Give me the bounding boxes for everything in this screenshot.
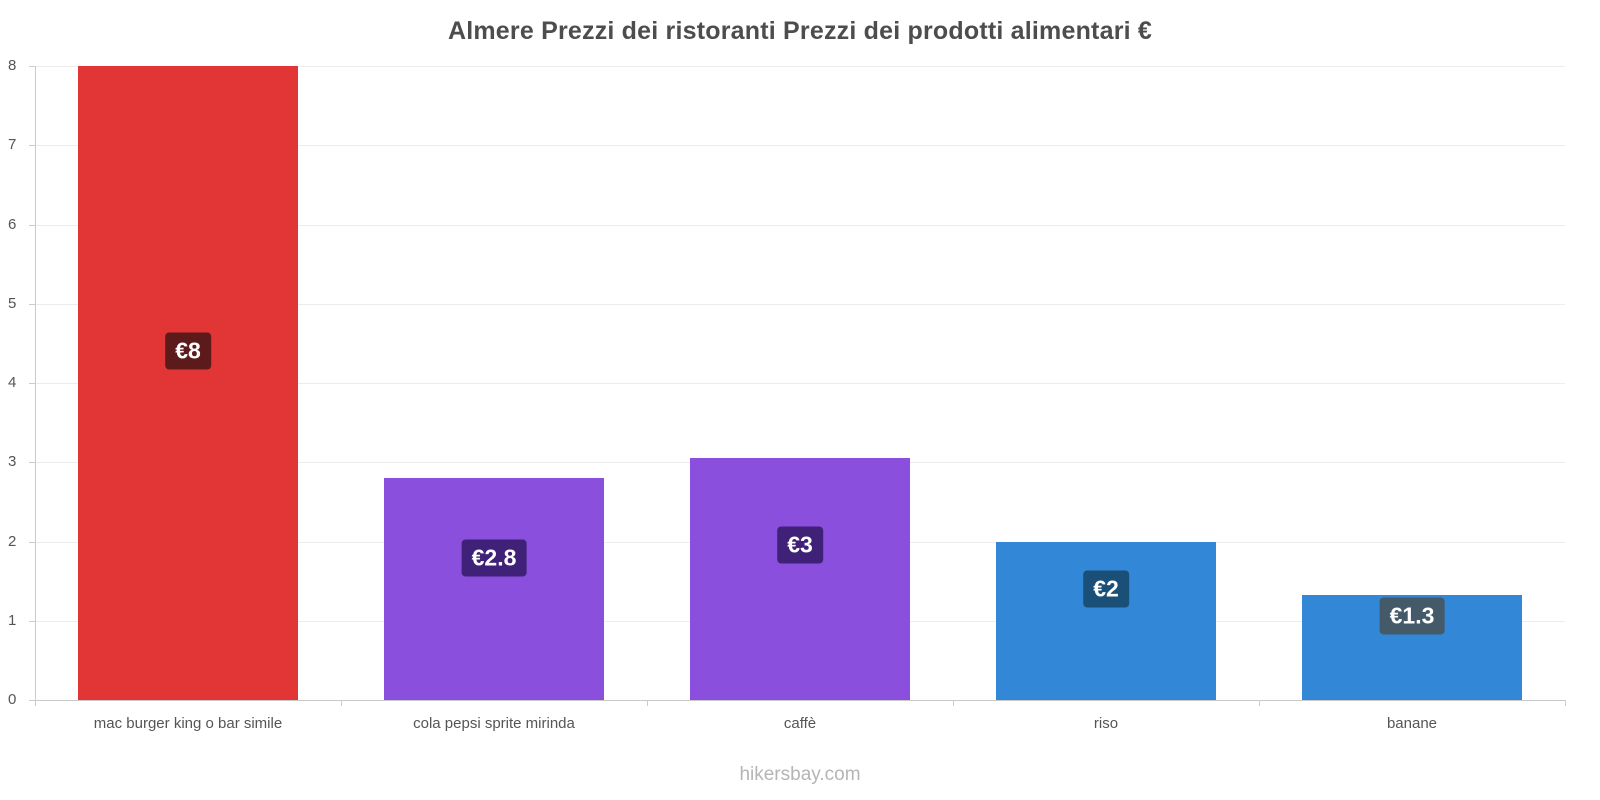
x-axis-tick-3 bbox=[953, 700, 954, 706]
bar-value-label-0: €8 bbox=[165, 332, 211, 370]
gridline-y-6 bbox=[35, 224, 1565, 226]
y-axis-tick-4 bbox=[29, 383, 35, 384]
y-axis-label-3: 3 bbox=[8, 453, 17, 471]
x-axis-tick-2 bbox=[647, 700, 648, 706]
y-axis-tick-8 bbox=[29, 66, 35, 67]
bar-value-label-1: €2.8 bbox=[461, 539, 527, 577]
y-axis-tick-1 bbox=[29, 620, 35, 622]
y-axis-label-6: 6 bbox=[8, 215, 17, 233]
x-axis-category-label-1: cola pepsi sprite mirinda bbox=[413, 715, 575, 732]
x-axis-tick-0 bbox=[35, 700, 36, 706]
x-axis-category-label-3: riso bbox=[1093, 715, 1119, 732]
footer-watermark: hikersbay.com bbox=[739, 764, 861, 785]
y-axis-label-4: 4 bbox=[8, 374, 17, 391]
gridline-y-8 bbox=[35, 66, 1565, 67]
bar-1 bbox=[384, 478, 604, 700]
y-axis-tick-3 bbox=[29, 462, 35, 464]
bar-value-label-3: €2 bbox=[1083, 570, 1129, 608]
y-axis-tick-5 bbox=[29, 303, 35, 305]
bar-value-label-2: €3 bbox=[777, 526, 823, 564]
x-axis-tick-1 bbox=[341, 700, 342, 706]
gridline-y-5 bbox=[35, 303, 1565, 305]
y-axis-tick-6 bbox=[29, 224, 35, 226]
y-axis-line bbox=[35, 66, 36, 700]
y-axis-label-2: 2 bbox=[8, 532, 17, 550]
y-axis-tick-7 bbox=[29, 145, 35, 147]
y-axis-label-8: 8 bbox=[8, 57, 17, 74]
gridline-y-7 bbox=[35, 145, 1565, 147]
x-axis-category-label-2: caffè bbox=[783, 715, 817, 732]
y-axis-tick-2 bbox=[29, 541, 35, 543]
chart-title: Almere Prezzi dei ristoranti Prezzi dei … bbox=[447, 17, 1153, 45]
x-axis-category-label-0: mac burger king o bar simile bbox=[93, 715, 283, 732]
gridline-y-4 bbox=[35, 383, 1565, 384]
gridline-y-0 bbox=[35, 700, 1565, 701]
bar-2 bbox=[690, 458, 910, 700]
bar-value-label-4: €1.3 bbox=[1379, 597, 1445, 635]
y-axis-label-5: 5 bbox=[8, 294, 17, 312]
x-axis-tick-5 bbox=[1565, 700, 1566, 706]
bar-3 bbox=[996, 541, 1216, 700]
y-axis-tick-0 bbox=[29, 700, 35, 701]
x-axis-tick-4 bbox=[1259, 700, 1260, 706]
y-axis-label-1: 1 bbox=[8, 611, 17, 629]
bar-0 bbox=[78, 66, 298, 700]
y-axis-label-7: 7 bbox=[8, 136, 17, 154]
y-axis-label-0: 0 bbox=[8, 691, 17, 708]
x-axis-category-label-4: banane bbox=[1386, 715, 1438, 732]
